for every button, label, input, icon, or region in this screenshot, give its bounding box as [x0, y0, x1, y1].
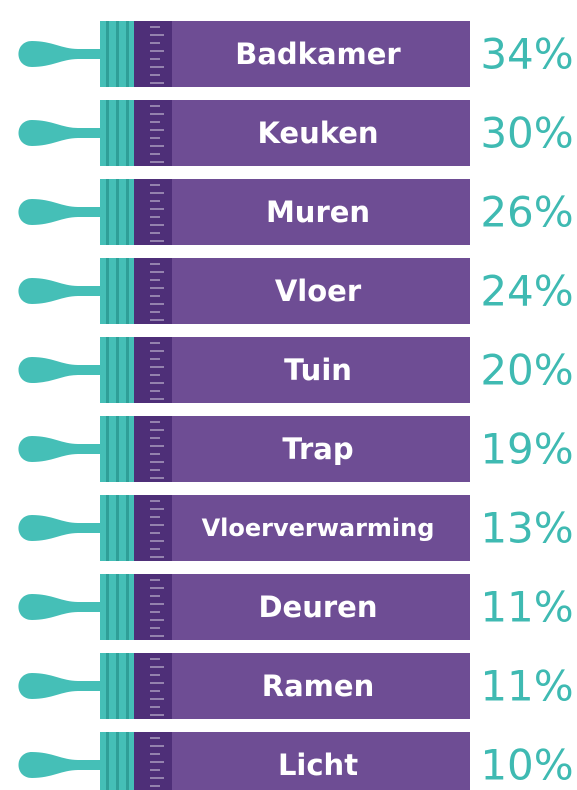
- brush-label: Vloer: [275, 274, 362, 308]
- brush-body: [172, 337, 470, 403]
- brush-row: Vloer 24%: [18, 258, 574, 324]
- ferrule-stripe: [106, 653, 109, 719]
- ferrule-stripe: [126, 179, 129, 245]
- ferrule-stripe: [126, 732, 129, 790]
- brush-handle: [18, 278, 102, 304]
- percentage: 24%: [480, 267, 573, 316]
- ferrule-stripe: [106, 495, 109, 561]
- brush-row: Vloerverwarming 13%: [18, 495, 574, 561]
- ferrule-stripe: [106, 416, 109, 482]
- ferrule-stripe: [116, 337, 119, 403]
- brush-row: Badkamer 34%: [18, 21, 574, 87]
- brush-label: Vloerverwarming: [202, 514, 435, 542]
- brush-band: [134, 258, 172, 324]
- brush-handle: [18, 357, 102, 383]
- ferrule-stripe: [116, 179, 119, 245]
- percentage: 20%: [480, 346, 573, 395]
- brush-body: [172, 100, 470, 166]
- brush-handle: [18, 594, 102, 620]
- brush-label: Trap: [282, 432, 353, 466]
- brush-label: Tuin: [284, 353, 352, 387]
- ferrule-stripe: [116, 416, 119, 482]
- percentage: 30%: [480, 109, 573, 158]
- ferrule-stripe: [126, 495, 129, 561]
- ferrule-stripe: [126, 653, 129, 719]
- brush-band: [134, 653, 172, 719]
- brush-band: [134, 21, 172, 87]
- ferrule-stripe: [116, 258, 119, 324]
- brush-body: [172, 574, 470, 640]
- brush-handle: [18, 673, 102, 699]
- ferrule-stripe: [126, 416, 129, 482]
- ferrule-stripe: [106, 732, 109, 790]
- percentage: 11%: [480, 662, 573, 711]
- brush-band: [134, 179, 172, 245]
- brush-band: [134, 100, 172, 166]
- ferrule-stripe: [116, 732, 119, 790]
- brush-body: [172, 21, 470, 87]
- brush-row: Trap 19%: [18, 416, 574, 482]
- ferrule-stripe: [106, 179, 109, 245]
- ferrule-stripe: [116, 574, 119, 640]
- brush-handle: [18, 120, 102, 146]
- ferrule-stripe: [116, 21, 119, 87]
- percentage: 11%: [480, 583, 573, 632]
- ferrule-stripe: [126, 574, 129, 640]
- ferrule-stripe: [126, 258, 129, 324]
- brush-label: Badkamer: [235, 37, 401, 71]
- brush-body: [172, 732, 470, 790]
- brush-band: [134, 732, 172, 790]
- brush-handle: [18, 752, 102, 778]
- brush-handle: [18, 41, 102, 67]
- brush-handle: [18, 436, 102, 462]
- percentage: 10%: [480, 741, 573, 790]
- brush-handle: [18, 515, 102, 541]
- brush-label: Keuken: [257, 116, 378, 150]
- ferrule-stripe: [116, 100, 119, 166]
- brush-handle: [18, 199, 102, 225]
- brush-label: Deuren: [258, 590, 377, 624]
- brush-row: Deuren 11%: [18, 574, 574, 640]
- ferrule-stripe: [126, 337, 129, 403]
- ferrule-stripe: [106, 21, 109, 87]
- percentage: 26%: [480, 188, 573, 237]
- ferrule-stripe: [106, 100, 109, 166]
- brush-body: [172, 179, 470, 245]
- ferrule-stripe: [106, 574, 109, 640]
- brush-label: Licht: [278, 748, 358, 782]
- percentage: 34%: [480, 30, 573, 79]
- ferrule-stripe: [106, 258, 109, 324]
- ferrule-stripe: [126, 21, 129, 87]
- percentage: 13%: [480, 504, 573, 553]
- brush-row: Ramen 11%: [18, 653, 574, 719]
- brush-band: [134, 416, 172, 482]
- brush-body: [172, 653, 470, 719]
- ferrule-stripe: [116, 653, 119, 719]
- ferrule-stripe: [126, 100, 129, 166]
- brush-row: Keuken 30%: [18, 100, 574, 166]
- brush-label: Ramen: [262, 669, 374, 703]
- brush-body: [172, 258, 470, 324]
- ferrule-stripe: [106, 337, 109, 403]
- brush-row: Tuin 20%: [18, 337, 574, 403]
- brush-band: [134, 495, 172, 561]
- brush-label: Muren: [266, 195, 370, 229]
- brush-body: [172, 416, 470, 482]
- brush-band: [134, 574, 172, 640]
- brush-row: Licht 10%: [18, 732, 574, 790]
- percentage: 19%: [480, 425, 573, 474]
- brush-row: Muren 26%: [18, 179, 574, 245]
- brush-body: [172, 495, 470, 561]
- ferrule-stripe: [116, 495, 119, 561]
- brush-band: [134, 337, 172, 403]
